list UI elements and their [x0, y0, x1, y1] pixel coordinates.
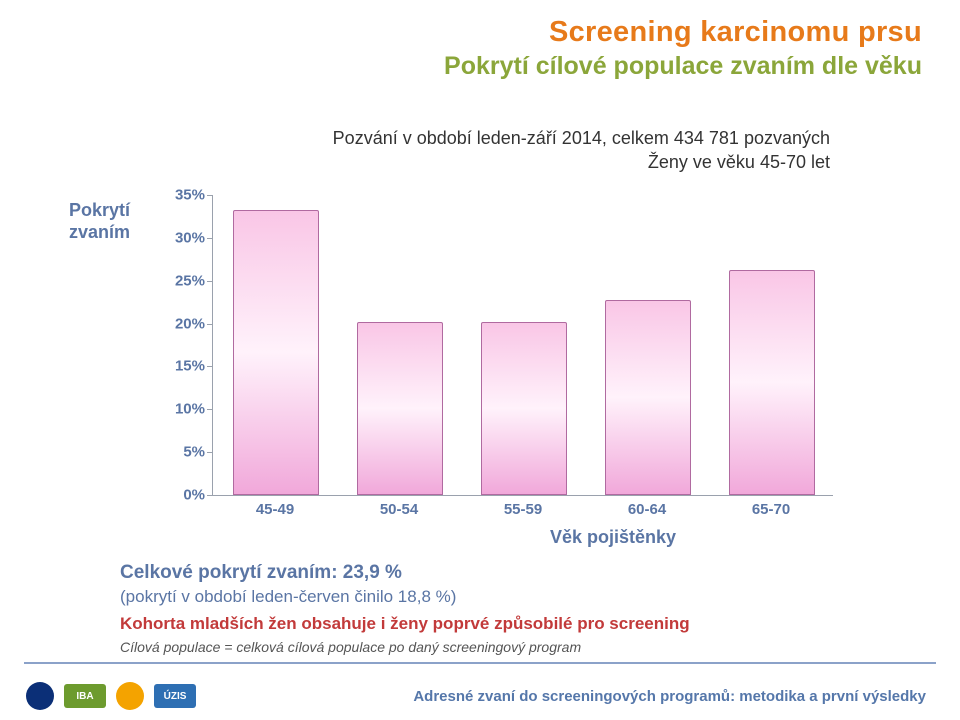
x-tick-label: 60-64 — [602, 501, 692, 518]
x-tick-label: 45-49 — [230, 501, 320, 518]
y-axis-label-word-2: zvaním — [69, 222, 130, 242]
logo-partner-icon — [116, 682, 144, 710]
logo-university-icon — [26, 682, 54, 710]
x-tick-label: 50-54 — [354, 501, 444, 518]
context-subtitle: Pozvání v období leden-září 2014, celkem… — [333, 126, 830, 175]
y-tick — [207, 366, 213, 367]
y-tick — [207, 238, 213, 239]
bar — [729, 270, 815, 495]
y-tick-label: 35% — [155, 187, 205, 204]
y-axis-label-word-1: Pokrytí — [69, 200, 130, 220]
note-previous-period: (pokrytí v období leden-červen činilo 18… — [120, 586, 880, 609]
x-axis-title: Věk pojištěnky — [550, 527, 676, 548]
y-tick-label: 10% — [155, 401, 205, 418]
subtitle-line-2: Ženy ve věku 45-70 let — [648, 152, 830, 172]
logo-uzis-icon: ÚZIS — [154, 684, 196, 708]
y-tick-label: 25% — [155, 272, 205, 289]
y-axis-label: Pokrytí zvaním — [50, 200, 130, 243]
y-tick — [207, 281, 213, 282]
slide: Screening karcinomu prsu Pokrytí cílové … — [0, 0, 960, 720]
bar — [481, 322, 567, 495]
bar — [233, 210, 319, 495]
y-tick — [207, 495, 213, 496]
footer-divider — [24, 662, 936, 664]
note-total-coverage: Celkové pokrytí zvaním: 23,9 % — [120, 560, 880, 586]
slide-footer: IBA ÚZIS Adresné zvaní do screeningových… — [0, 668, 960, 720]
x-tick-label: 55-59 — [478, 501, 568, 518]
x-tick-label: 65-70 — [726, 501, 816, 518]
y-tick-label: 0% — [155, 487, 205, 504]
y-tick-label: 20% — [155, 315, 205, 332]
main-title: Screening karcinomu prsu — [549, 16, 922, 49]
footer-caption: Adresné zvaní do screeningových programů… — [413, 688, 926, 705]
y-tick — [207, 409, 213, 410]
y-tick-label: 5% — [155, 444, 205, 461]
logo-iba-icon: IBA — [64, 684, 106, 708]
sub-title: Pokrytí cílové populace zvaním dle věku — [444, 52, 922, 81]
footer-logos: IBA ÚZIS — [26, 682, 196, 710]
subtitle-line-1: Pozvání v období leden-září 2014, celkem… — [333, 128, 830, 148]
y-tick — [207, 452, 213, 453]
y-tick-label: 30% — [155, 229, 205, 246]
y-tick — [207, 195, 213, 196]
bar-chart: 0%5%10%15%20%25%30%35%45-4950-5455-5960-… — [150, 195, 850, 525]
bar — [605, 300, 691, 495]
note-definition: Cílová populace = celková cílová populac… — [120, 638, 880, 657]
y-tick-label: 15% — [155, 358, 205, 375]
y-tick — [207, 324, 213, 325]
bar — [357, 322, 443, 495]
footnotes: Celkové pokrytí zvaním: 23,9 % (pokrytí … — [120, 560, 880, 656]
note-cohort-remark: Kohorta mladších žen obsahuje i ženy pop… — [120, 613, 880, 636]
plot-area: 0%5%10%15%20%25%30%35%45-4950-5455-5960-… — [212, 195, 833, 496]
